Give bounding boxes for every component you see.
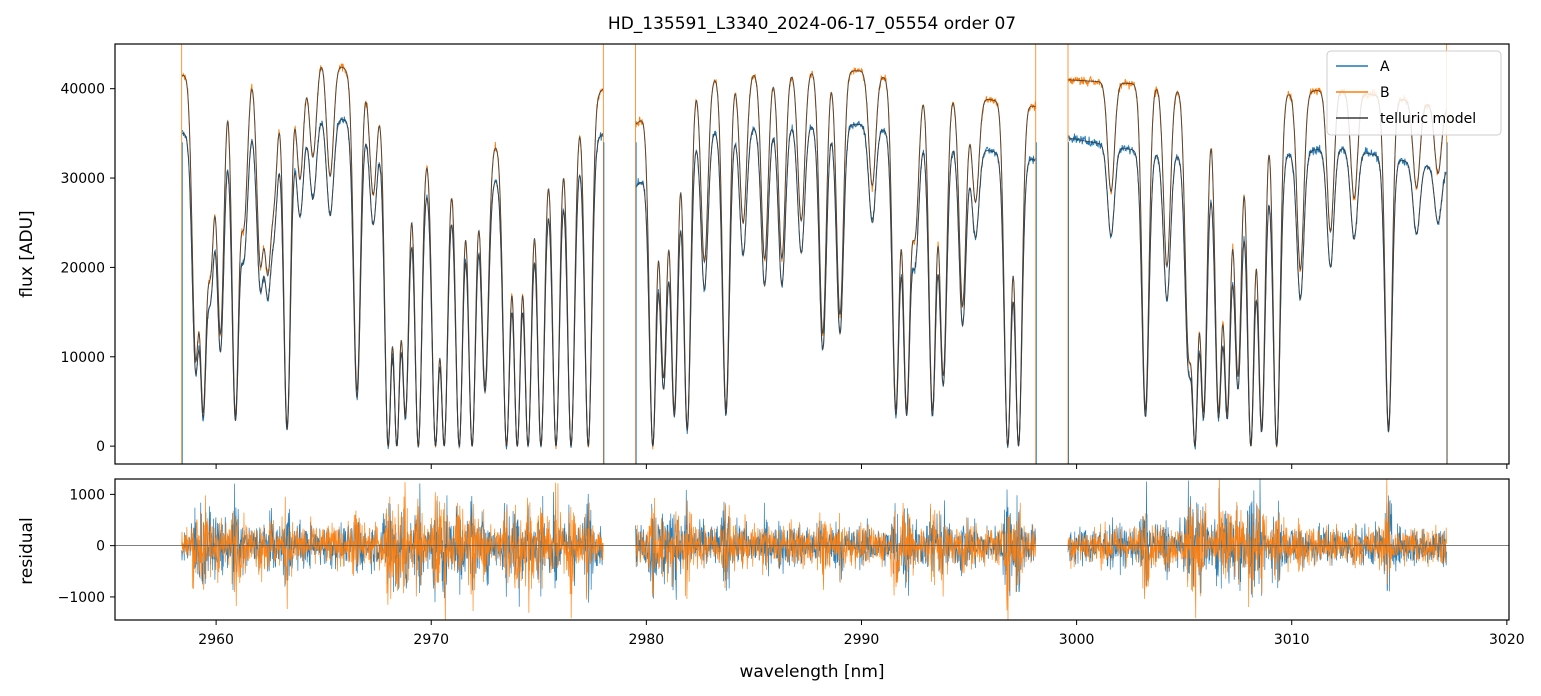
residual-plot-area <box>115 479 1509 620</box>
telluric-model-line <box>635 70 1036 447</box>
residual-y-axis-label: residual <box>17 517 37 584</box>
flux-y-tick-label: 20000 <box>60 260 105 276</box>
residual-x-tick-label: 3020 <box>1489 632 1525 648</box>
residual-y-axis-ticks: −1000 0 1000 <box>58 487 115 606</box>
chart-title: HD_135591_L3340_2024-06-17_05554 order 0… <box>608 14 1016 34</box>
legend-frame <box>1326 50 1502 136</box>
telluric-model-line <box>1067 137 1448 447</box>
residual-x-tick-label: 3000 <box>1059 632 1095 648</box>
flux-y-tick-label: 30000 <box>60 171 105 187</box>
flux-plot-area <box>181 44 1448 464</box>
residual-y-tick-label: 0 <box>96 539 105 555</box>
residual-x-tick-label: 2960 <box>198 632 234 648</box>
telluric-model-line <box>635 123 1036 447</box>
legend-label-telluric: telluric model <box>1380 111 1476 127</box>
flux-y-tick-label: 10000 <box>60 350 105 366</box>
legend-label-b: B <box>1380 85 1390 101</box>
residual-y-tick-label: −1000 <box>58 590 105 606</box>
residual-x-tick-label: 3010 <box>1274 632 1310 648</box>
telluric-model-line <box>181 66 604 447</box>
flux-y-axis-label: flux [ADU] <box>17 210 37 297</box>
residual-x-tick-label: 2990 <box>844 632 880 648</box>
residual-y-tick-label: 1000 <box>69 487 105 503</box>
legend-label-a: A <box>1380 59 1390 75</box>
residual-x-tick-label: 2980 <box>629 632 665 648</box>
residual-x-axis-ticks: 2960 2970 2980 2990 3000 3010 3020 <box>198 620 1525 648</box>
residual-b-line <box>181 482 604 620</box>
residual-axes-frame <box>114 478 1510 621</box>
telluric-model-line <box>1067 79 1448 447</box>
telluric-model-line <box>181 119 604 447</box>
flux-y-tick-label: 0 <box>96 439 105 455</box>
legend: A B telluric model <box>1326 50 1502 136</box>
flux-panel: 0 10000 20000 30000 40000 flux [ADU] A B tel… <box>17 43 1510 469</box>
flux-y-axis-ticks: 0 10000 20000 30000 40000 <box>60 82 115 455</box>
flux-y-tick-label: 40000 <box>60 82 105 98</box>
flux-x-axis-ticks <box>215 464 1508 469</box>
x-axis-label: wavelength [nm] <box>739 662 884 682</box>
flux-axes-frame <box>114 43 1510 465</box>
residual-b-line <box>1067 479 1447 619</box>
residual-x-tick-label: 2970 <box>413 632 449 648</box>
